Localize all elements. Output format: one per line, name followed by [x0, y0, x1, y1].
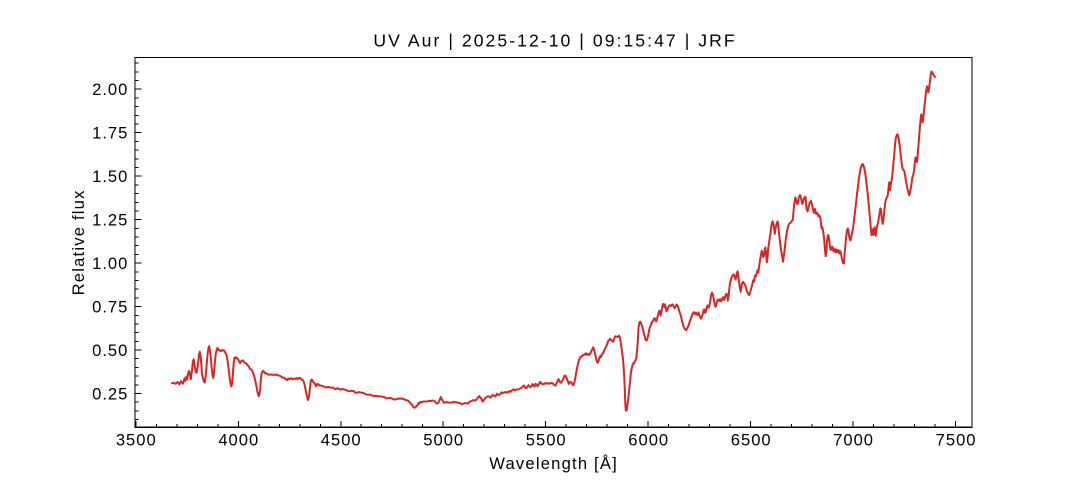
svg-text:2.00: 2.00 [92, 80, 128, 99]
svg-text:0.25: 0.25 [92, 384, 128, 403]
svg-text:7000: 7000 [833, 430, 874, 449]
svg-text:5000: 5000 [423, 430, 464, 449]
svg-text:6500: 6500 [731, 430, 772, 449]
svg-text:3500: 3500 [116, 430, 157, 449]
svg-text:6000: 6000 [628, 430, 669, 449]
svg-text:1.75: 1.75 [92, 124, 128, 143]
svg-text:1.00: 1.00 [92, 254, 128, 273]
svg-text:0.50: 0.50 [92, 341, 128, 360]
svg-text:4500: 4500 [321, 430, 362, 449]
svg-text:UV Aur | 2025-12-10 | 09:15:47: UV Aur | 2025-12-10 | 09:15:47 | JRF [373, 31, 736, 51]
svg-text:7500: 7500 [936, 430, 977, 449]
svg-text:4000: 4000 [218, 430, 259, 449]
svg-text:Relative flux: Relative flux [69, 189, 88, 295]
svg-text:1.25: 1.25 [92, 211, 128, 230]
svg-text:Wavelength [Å]: Wavelength [Å] [489, 454, 618, 473]
svg-text:1.50: 1.50 [92, 167, 128, 186]
svg-text:0.75: 0.75 [92, 298, 128, 317]
svg-text:5500: 5500 [526, 430, 567, 449]
